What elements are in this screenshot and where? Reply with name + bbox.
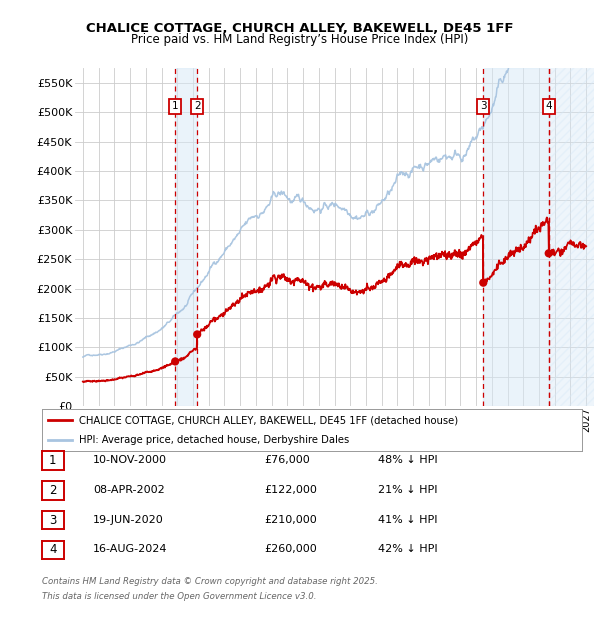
Text: 3: 3 xyxy=(480,102,487,112)
Point xyxy=(170,356,180,366)
Text: 21% ↓ HPI: 21% ↓ HPI xyxy=(378,485,437,495)
Text: £122,000: £122,000 xyxy=(264,485,317,495)
Text: 41% ↓ HPI: 41% ↓ HPI xyxy=(378,515,437,525)
Text: £260,000: £260,000 xyxy=(264,544,317,554)
Point xyxy=(544,249,554,259)
Text: 10-NOV-2000: 10-NOV-2000 xyxy=(93,455,167,465)
Text: £76,000: £76,000 xyxy=(264,455,310,465)
Text: £210,000: £210,000 xyxy=(264,515,317,525)
Text: 48% ↓ HPI: 48% ↓ HPI xyxy=(378,455,437,465)
Text: HPI: Average price, detached house, Derbyshire Dales: HPI: Average price, detached house, Derb… xyxy=(79,435,349,445)
Text: 4: 4 xyxy=(49,544,56,556)
Text: 1: 1 xyxy=(49,454,56,467)
Point xyxy=(193,329,202,339)
Text: 16-AUG-2024: 16-AUG-2024 xyxy=(93,544,167,554)
Text: 19-JUN-2020: 19-JUN-2020 xyxy=(93,515,164,525)
Bar xyxy=(549,68,594,406)
Text: 1: 1 xyxy=(172,102,178,112)
Point xyxy=(478,278,488,288)
Text: 2: 2 xyxy=(194,102,200,112)
Text: 08-APR-2002: 08-APR-2002 xyxy=(93,485,165,495)
Text: 3: 3 xyxy=(49,514,56,526)
Text: This data is licensed under the Open Government Licence v3.0.: This data is licensed under the Open Gov… xyxy=(42,592,317,601)
Bar xyxy=(175,68,197,406)
Text: CHALICE COTTAGE, CHURCH ALLEY, BAKEWELL, DE45 1FF (detached house): CHALICE COTTAGE, CHURCH ALLEY, BAKEWELL,… xyxy=(79,415,458,425)
Text: Price paid vs. HM Land Registry’s House Price Index (HPI): Price paid vs. HM Land Registry’s House … xyxy=(131,33,469,46)
Text: CHALICE COTTAGE, CHURCH ALLEY, BAKEWELL, DE45 1FF: CHALICE COTTAGE, CHURCH ALLEY, BAKEWELL,… xyxy=(86,22,514,35)
Bar xyxy=(483,68,549,406)
Text: Contains HM Land Registry data © Crown copyright and database right 2025.: Contains HM Land Registry data © Crown c… xyxy=(42,577,378,586)
Text: 2: 2 xyxy=(49,484,56,497)
Text: 42% ↓ HPI: 42% ↓ HPI xyxy=(378,544,437,554)
Text: 4: 4 xyxy=(545,102,552,112)
